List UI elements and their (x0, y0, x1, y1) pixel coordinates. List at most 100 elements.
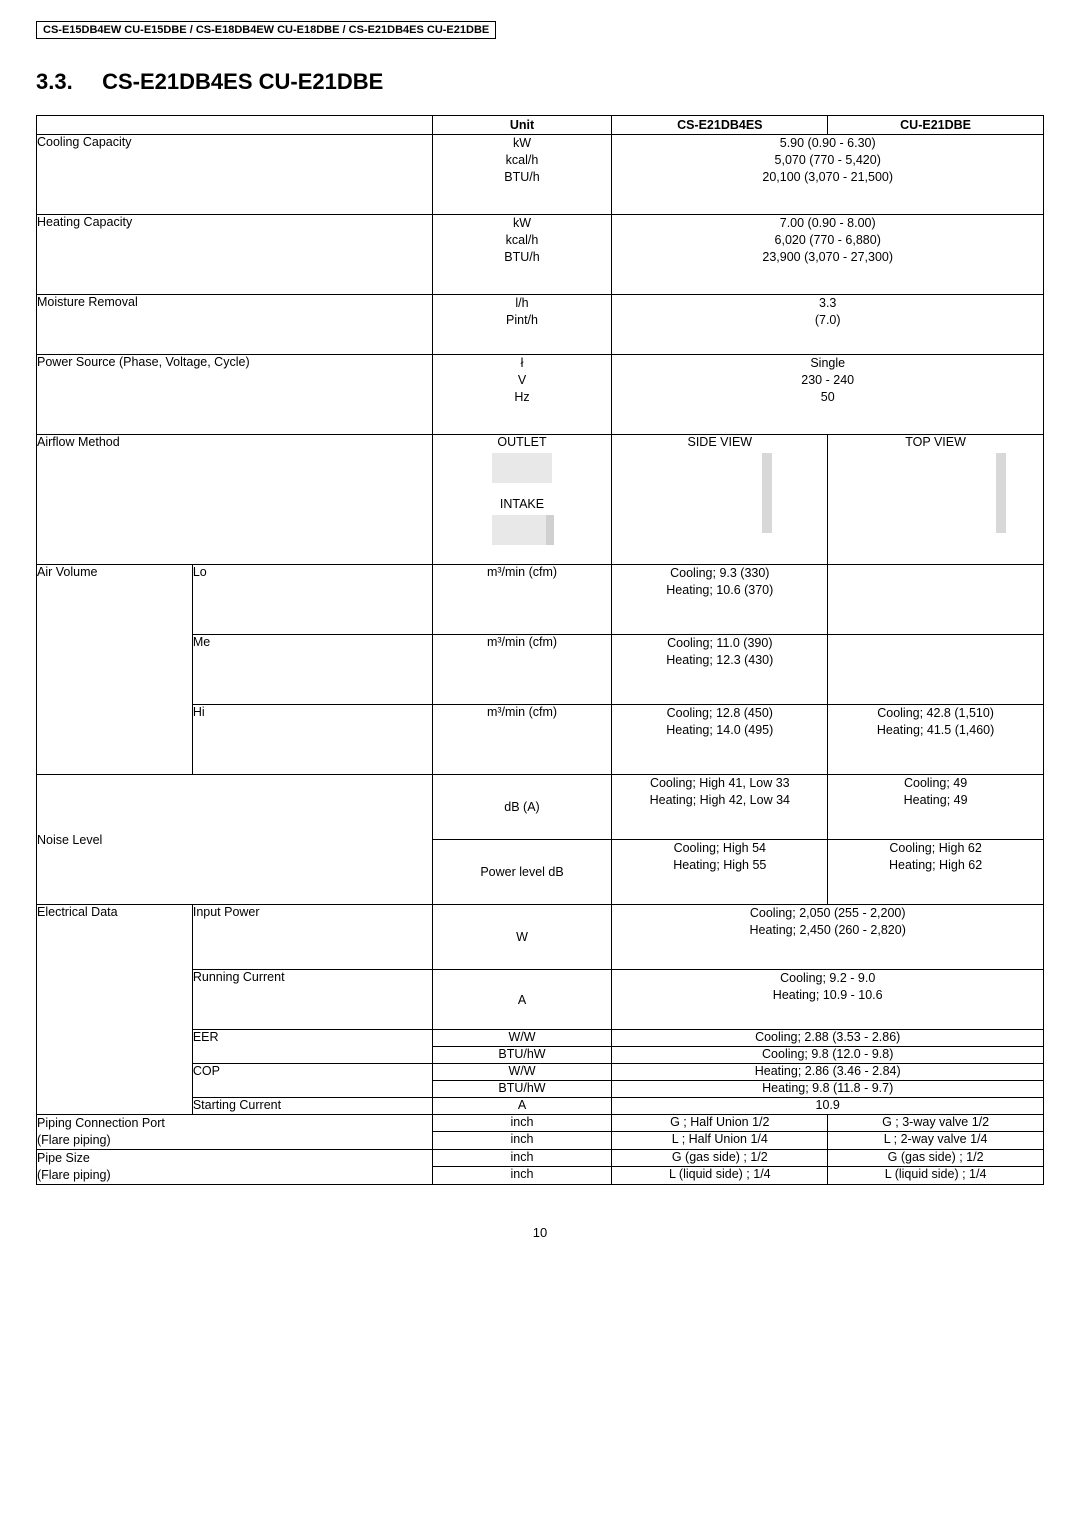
label-input-power: Input Power (192, 905, 432, 970)
unit-cell: kW kcal/h BTU/h (432, 215, 612, 295)
value-cell (828, 565, 1044, 635)
label-electrical: Electrical Data (37, 905, 193, 1115)
unit-line: BTU/h (433, 249, 612, 266)
airflow-side: SIDE VIEW (612, 435, 828, 565)
row-cooling-capacity: Cooling Capacity kW kcal/h BTU/h 5.90 (0… (37, 135, 1044, 215)
value-line: Cooling; 2,050 (255 - 2,200) (612, 905, 1043, 922)
label-hi: Hi (192, 705, 432, 775)
intake-label: INTAKE (433, 497, 612, 511)
value-line: Cooling; 12.8 (450) (612, 705, 827, 722)
value-cell: Cooling; 11.0 (390) Heating; 12.3 (430) (612, 635, 828, 705)
value-line: Heating; 12.3 (430) (612, 652, 827, 669)
section-number: 3.3. (36, 69, 96, 95)
value-cell: L ; 2-way valve 1/4 (828, 1132, 1044, 1149)
value-cell: Cooling; 9.3 (330) Heating; 10.6 (370) (612, 565, 828, 635)
value-cell: Heating; 9.8 (11.8 - 9.7) (612, 1081, 1044, 1098)
diagram-icon (492, 453, 552, 483)
unit-cell: inch (432, 1132, 612, 1149)
value-line: 50 (612, 389, 1043, 406)
value-line: Heating; 2,450 (260 - 2,820) (612, 922, 1043, 939)
value-cell: G (gas side) ; 1/2 (828, 1149, 1044, 1166)
value-cell: Cooling; 9.8 (12.0 - 9.8) (612, 1047, 1044, 1064)
value-line: Cooling; High 54 (612, 840, 827, 857)
value-cell: G (gas side) ; 1/2 (612, 1149, 828, 1166)
label-power-source: Power Source (Phase, Voltage, Cycle) (37, 355, 433, 435)
airflow-outlet-intake: OUTLET INTAKE (432, 435, 612, 565)
value-cell (828, 635, 1044, 705)
value-line: 5,070 (770 - 5,420) (612, 152, 1043, 169)
value-line: 7.00 (0.90 - 8.00) (612, 215, 1043, 232)
unit-cell: W (432, 905, 612, 970)
unit-cell: Power level dB (432, 840, 612, 905)
unit-cell: m³/min (cfm) (432, 705, 612, 775)
value-line: 6,020 (770 - 6,880) (612, 232, 1043, 249)
label-starting-current: Starting Current (192, 1098, 432, 1115)
unit-cell: ł V Hz (432, 355, 612, 435)
row-pipe-size-1: Pipe Size (Flare piping) inch G (gas sid… (37, 1149, 1044, 1166)
unit-line: BTU/h (433, 169, 612, 186)
value-cell: Cooling; 2.88 (3.53 - 2.86) (612, 1030, 1044, 1047)
value-line: Cooling; 9.2 - 9.0 (612, 970, 1043, 987)
value-cell: Cooling; 12.8 (450) Heating; 14.0 (495) (612, 705, 828, 775)
unit-cell: inch (432, 1149, 612, 1166)
value-line: Cooling; 9.3 (330) (612, 565, 827, 582)
unit-cell: m³/min (cfm) (432, 635, 612, 705)
label-airflow: Airflow Method (37, 435, 433, 565)
value-line: Heating; 49 (828, 792, 1043, 809)
value-cell: 5.90 (0.90 - 6.30) 5,070 (770 - 5,420) 2… (612, 135, 1044, 215)
row-input-power: Electrical Data Input Power W Cooling; 2… (37, 905, 1044, 970)
value-line: 3.3 (612, 295, 1043, 312)
value-cell: Heating; 2.86 (3.46 - 2.84) (612, 1064, 1044, 1081)
page-number: 10 (36, 1225, 1044, 1240)
label-line: (Flare piping) (37, 1167, 432, 1184)
value-line: Heating; 14.0 (495) (612, 722, 827, 739)
unit-cell: W/W (432, 1064, 612, 1081)
row-moisture: Moisture Removal l/h Pint/h 3.3 (7.0) (37, 295, 1044, 355)
label-noise: Noise Level (37, 775, 433, 905)
unit-cell: BTU/hW (432, 1047, 612, 1064)
unit-cell: W/W (432, 1030, 612, 1047)
row-airvol-lo: Air Volume Lo m³/min (cfm) Cooling; 9.3 … (37, 565, 1044, 635)
value-line: Cooling; High 62 (828, 840, 1043, 857)
unit-cell: A (432, 1098, 612, 1115)
outlet-label: OUTLET (433, 435, 612, 449)
value-line: (7.0) (612, 312, 1043, 329)
diagram-icon (650, 453, 790, 533)
value-line: Cooling; 42.8 (1,510) (828, 705, 1043, 722)
value-line: Cooling; High 41, Low 33 (612, 775, 827, 792)
unit-line: V (433, 372, 612, 389)
value-cell: Cooling; 9.2 - 9.0 Heating; 10.9 - 10.6 (612, 970, 1044, 1030)
label-line: Pipe Size (37, 1150, 432, 1167)
value-line: 23,900 (3,070 - 27,300) (612, 249, 1043, 266)
value-cell: Cooling; High 62 Heating; High 62 (828, 840, 1044, 905)
label-pipe-size: Pipe Size (Flare piping) (37, 1149, 433, 1184)
label-moisture: Moisture Removal (37, 295, 433, 355)
value-line: Heating; High 55 (612, 857, 827, 874)
value-cell: Cooling; High 54 Heating; High 55 (612, 840, 828, 905)
unit-cell: m³/min (cfm) (432, 565, 612, 635)
value-cell: L (liquid side) ; 1/4 (828, 1167, 1044, 1184)
value-line: 20,100 (3,070 - 21,500) (612, 169, 1043, 186)
unit-line: ł (433, 355, 612, 372)
unit-cell: BTU/hW (432, 1081, 612, 1098)
value-cell: Single 230 - 240 50 (612, 355, 1044, 435)
row-heating-capacity: Heating Capacity kW kcal/h BTU/h 7.00 (0… (37, 215, 1044, 295)
col-a: CS-E21DB4ES (612, 116, 828, 135)
value-cell: L ; Half Union 1/4 (612, 1132, 828, 1149)
label-me: Me (192, 635, 432, 705)
unit-line: Pint/h (433, 312, 612, 329)
value-cell: L (liquid side) ; 1/4 (612, 1167, 828, 1184)
label-eer: EER (192, 1030, 432, 1064)
spec-table: Unit CS-E21DB4ES CU-E21DBE Cooling Capac… (36, 115, 1044, 1185)
value-cell: 10.9 (612, 1098, 1044, 1115)
label-cop: COP (192, 1064, 432, 1098)
value-cell: Cooling; High 41, Low 33 Heating; High 4… (612, 775, 828, 840)
top-view-label: TOP VIEW (828, 435, 1043, 449)
label-line: Piping Connection Port (37, 1115, 432, 1132)
value-line: Heating; 10.9 - 10.6 (612, 987, 1043, 1004)
col-b: CU-E21DBE (828, 116, 1044, 135)
col-unit: Unit (432, 116, 612, 135)
value-line: Heating; High 62 (828, 857, 1043, 874)
value-line: Cooling; 11.0 (390) (612, 635, 827, 652)
row-airflow: Airflow Method OUTLET INTAKE SIDE VIEW T… (37, 435, 1044, 565)
